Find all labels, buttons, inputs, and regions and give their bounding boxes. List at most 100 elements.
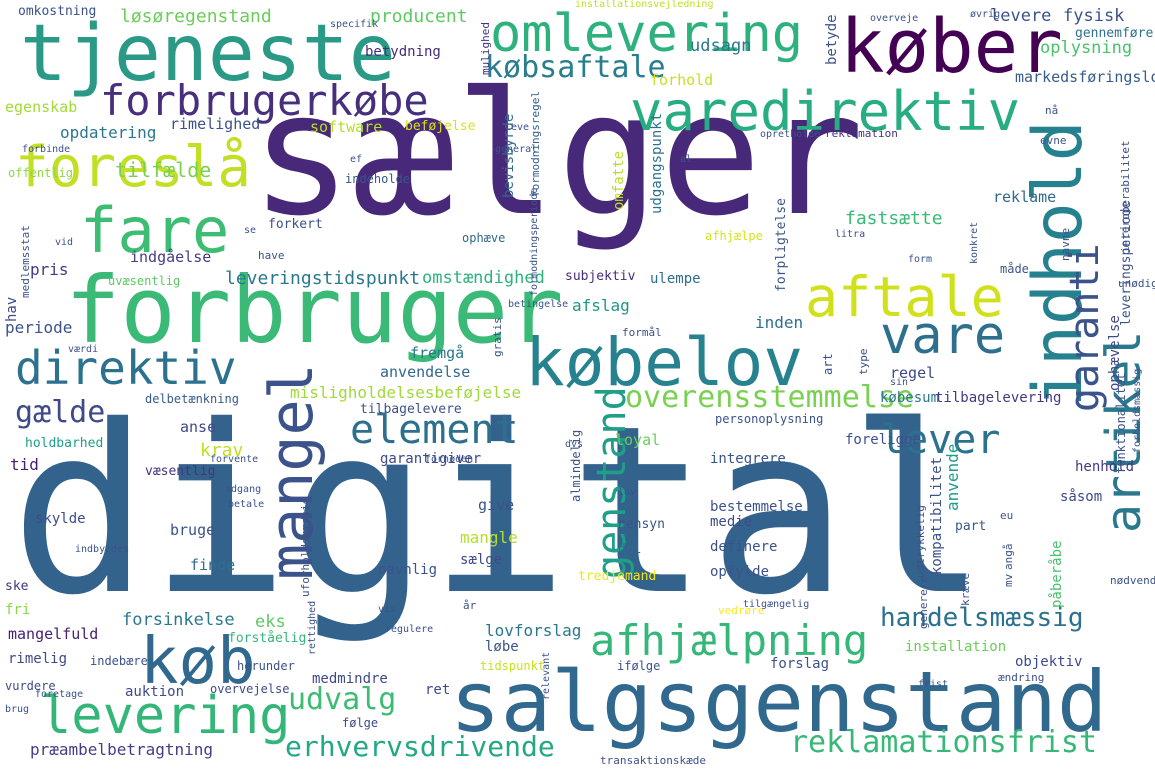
cloud-word: tjeneste [20, 9, 396, 99]
cloud-word: opdatering [60, 123, 157, 142]
cloud-word: mv [1002, 573, 1015, 587]
cloud-word: varedirektiv [630, 80, 1021, 143]
cloud-word: indgåelse [130, 248, 212, 266]
cloud-word: funktionalitet [1114, 372, 1128, 474]
cloud-word: afslag [572, 296, 630, 315]
cloud-word: reklamation [825, 127, 898, 140]
cloud-word: unødig [1118, 277, 1155, 290]
cloud-word: misligholdelsesbeføjelse [290, 383, 522, 402]
cloud-word: væsentlig [145, 464, 216, 479]
cloud-word: medlemsstat [19, 225, 32, 298]
cloud-word: form [908, 254, 933, 265]
cloud-word: ifølge [617, 659, 661, 673]
cloud-word: rettighed [307, 600, 318, 655]
cloud-word: specifik [330, 19, 379, 30]
cloud-word: ret [425, 682, 451, 698]
cloud-word: udvalg [288, 682, 397, 717]
cloud-word: henhold [1075, 459, 1135, 475]
cloud-word: øvrig [970, 9, 1001, 20]
cloud-word: pris [30, 260, 69, 279]
cloud-word: relevant [541, 651, 552, 700]
cloud-word: udtrykkelig [914, 505, 927, 578]
cloud-word: kompatibilitet [929, 456, 945, 575]
cloud-word: lovforslag [485, 621, 582, 640]
cloud-word: forbinde [22, 144, 71, 155]
cloud-word: type [857, 348, 870, 376]
cloud-word: foreligge [845, 432, 921, 448]
cloud-word: krav [200, 440, 244, 461]
cloud-word: forholdsmæssig [1132, 368, 1143, 453]
cloud-word: såsom [1060, 489, 1103, 505]
cloud-word: software [310, 118, 383, 136]
cloud-word: anvende [943, 443, 962, 511]
cloud-word: indeholde [345, 172, 411, 186]
cloud-word: adgang [225, 484, 262, 495]
cloud-word: handelsmæssig [880, 603, 1084, 633]
cloud-word: transaktionskæde [600, 754, 706, 767]
cloud-word: fornøden [425, 454, 474, 465]
cloud-word: producent [370, 6, 468, 27]
cloud-word: general [495, 144, 538, 155]
cloud-word: inden [755, 313, 804, 332]
cloud-word: hensyn [618, 517, 665, 532]
cloud-word: generere [917, 576, 930, 629]
cloud-word: sin [890, 377, 909, 388]
cloud-word: regulere [385, 624, 434, 635]
cloud-word: aftale [805, 265, 1004, 329]
cloud-word: køber [840, 4, 1063, 90]
cloud-word: nå [1045, 104, 1059, 117]
cloud-word: direktiv [15, 341, 237, 395]
cloud-word: mangelfuld [8, 625, 99, 643]
cloud-word: eu [1000, 509, 1014, 522]
cloud-word: formodningsperiode [529, 187, 540, 296]
cloud-word: forvente [210, 454, 259, 465]
cloud-word: ske [5, 579, 29, 594]
cloud-word: overensstemmelse [625, 380, 914, 415]
cloud-word: del [618, 542, 642, 557]
cloud-word: finde [190, 556, 236, 574]
cloud-word: give [478, 496, 515, 514]
cloud-word: tilbagelevere [360, 402, 462, 417]
cloud-word: overveje [870, 13, 919, 24]
cloud-word: definere [710, 539, 778, 555]
cloud-word: følge [342, 716, 379, 730]
cloud-word: eks [255, 612, 286, 632]
cloud-word: omstændighed [422, 268, 545, 288]
cloud-word: opfylde [710, 564, 770, 580]
cloud-word: brug [5, 704, 30, 715]
cloud-word: periode [5, 318, 73, 337]
cloud-word: omfatte [611, 150, 627, 210]
cloud-word: offentlig [8, 166, 74, 180]
cloud-word: medmindre [312, 671, 388, 687]
cloud-word: ændring [998, 671, 1045, 684]
cloud-word: udgangspunkt [649, 112, 665, 214]
cloud-word: købesum [880, 390, 940, 406]
cloud-word: ophæve [462, 231, 506, 245]
cloud-word: tilfælde [115, 158, 212, 182]
cloud-word: lever [880, 417, 1001, 463]
cloud-word: tidspunkt [480, 659, 546, 673]
cloud-word: afhjælpning [590, 616, 869, 665]
cloud-word: objektiv [1015, 654, 1083, 670]
cloud-word: sælge [460, 552, 503, 568]
cloud-word: levering [40, 686, 291, 746]
cloud-word: mulighed [479, 22, 492, 75]
cloud-word: gennemføre [1075, 26, 1154, 41]
cloud-word: garantigiver [380, 451, 482, 467]
cloud-word: navne [1059, 227, 1072, 261]
cloud-word: tilgængelig [743, 599, 810, 610]
cloud-word: hav [4, 296, 20, 322]
cloud-word: køb [140, 625, 256, 699]
cloud-word: medie [710, 514, 753, 530]
cloud-word: betale [228, 499, 265, 510]
cloud-word: installation [905, 639, 1007, 655]
cloud-word: mangle [460, 528, 518, 547]
cloud-word: købsaftale [485, 50, 666, 85]
cloud-word: ef [350, 154, 363, 165]
cloud-word: betyde [824, 14, 840, 65]
cloud-word: bruge [170, 521, 216, 539]
cloud-word: integrere [710, 451, 786, 467]
cloud-word: forkert [268, 217, 323, 232]
cloud-word: rimelig [8, 651, 68, 667]
